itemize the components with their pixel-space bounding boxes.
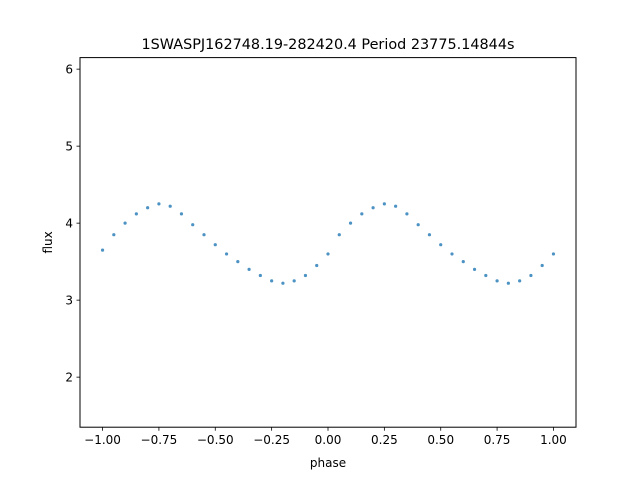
x-tick-label: 0.50 xyxy=(427,433,454,447)
x-tick-label: 0.25 xyxy=(371,433,398,447)
data-point xyxy=(337,233,341,237)
data-point xyxy=(191,223,195,227)
data-point xyxy=(416,223,420,227)
chart-title: 1SWASPJ162748.19-282420.4 Period 23775.1… xyxy=(142,37,515,53)
scatter-points xyxy=(100,202,556,285)
data-point xyxy=(360,212,364,216)
data-point xyxy=(551,252,556,256)
data-point xyxy=(179,212,184,216)
y-tick-label: 3 xyxy=(65,293,73,307)
data-point xyxy=(270,279,274,283)
x-tick-label: −0.75 xyxy=(141,433,178,447)
data-point xyxy=(213,243,217,247)
data-point xyxy=(100,248,105,252)
data-point xyxy=(134,212,138,216)
x-tick-label: −0.50 xyxy=(197,433,234,447)
x-tick-label: −1.00 xyxy=(84,433,121,447)
data-point xyxy=(157,202,161,206)
data-point xyxy=(405,212,409,216)
data-point xyxy=(315,263,319,268)
data-point xyxy=(518,279,522,283)
data-point xyxy=(303,273,308,278)
y-axis: 2 3 4 5 6 xyxy=(65,62,80,384)
x-tick-label: 1.00 xyxy=(540,433,567,447)
data-point xyxy=(461,260,465,264)
data-point xyxy=(146,206,150,210)
y-tick-label: 5 xyxy=(65,139,73,153)
data-point xyxy=(495,279,499,283)
data-point xyxy=(247,267,251,271)
data-point xyxy=(484,273,488,278)
x-tick-label: 0.00 xyxy=(315,433,342,447)
x-axis: −1.00 −0.75 −0.50 −0.25 0.00 0.25 0.50 0.75 1.00 xyxy=(84,427,567,447)
data-point xyxy=(427,233,432,237)
data-point xyxy=(348,221,353,225)
data-point xyxy=(529,273,533,278)
data-point xyxy=(202,233,206,237)
y-axis-label: flux xyxy=(41,231,55,253)
x-tick-label: 0.75 xyxy=(484,433,511,447)
data-point xyxy=(224,252,229,256)
y-tick-label: 6 xyxy=(65,62,73,76)
data-point xyxy=(540,263,544,268)
y-tick-label: 4 xyxy=(65,216,73,230)
data-point xyxy=(394,204,398,208)
data-point xyxy=(292,279,296,283)
data-point xyxy=(123,221,127,225)
data-point xyxy=(258,273,262,278)
data-point xyxy=(472,267,477,271)
data-point xyxy=(112,233,116,237)
data-point xyxy=(281,281,285,285)
data-point xyxy=(326,252,330,256)
data-point xyxy=(371,206,375,210)
y-tick-label: 2 xyxy=(65,370,73,384)
x-axis-label: phase xyxy=(310,456,346,470)
data-point xyxy=(382,202,386,206)
x-tick-label: −0.25 xyxy=(253,433,290,447)
data-point xyxy=(439,243,443,247)
data-point xyxy=(236,260,240,264)
data-point xyxy=(168,204,172,208)
data-point xyxy=(506,281,510,285)
data-point xyxy=(450,252,454,256)
